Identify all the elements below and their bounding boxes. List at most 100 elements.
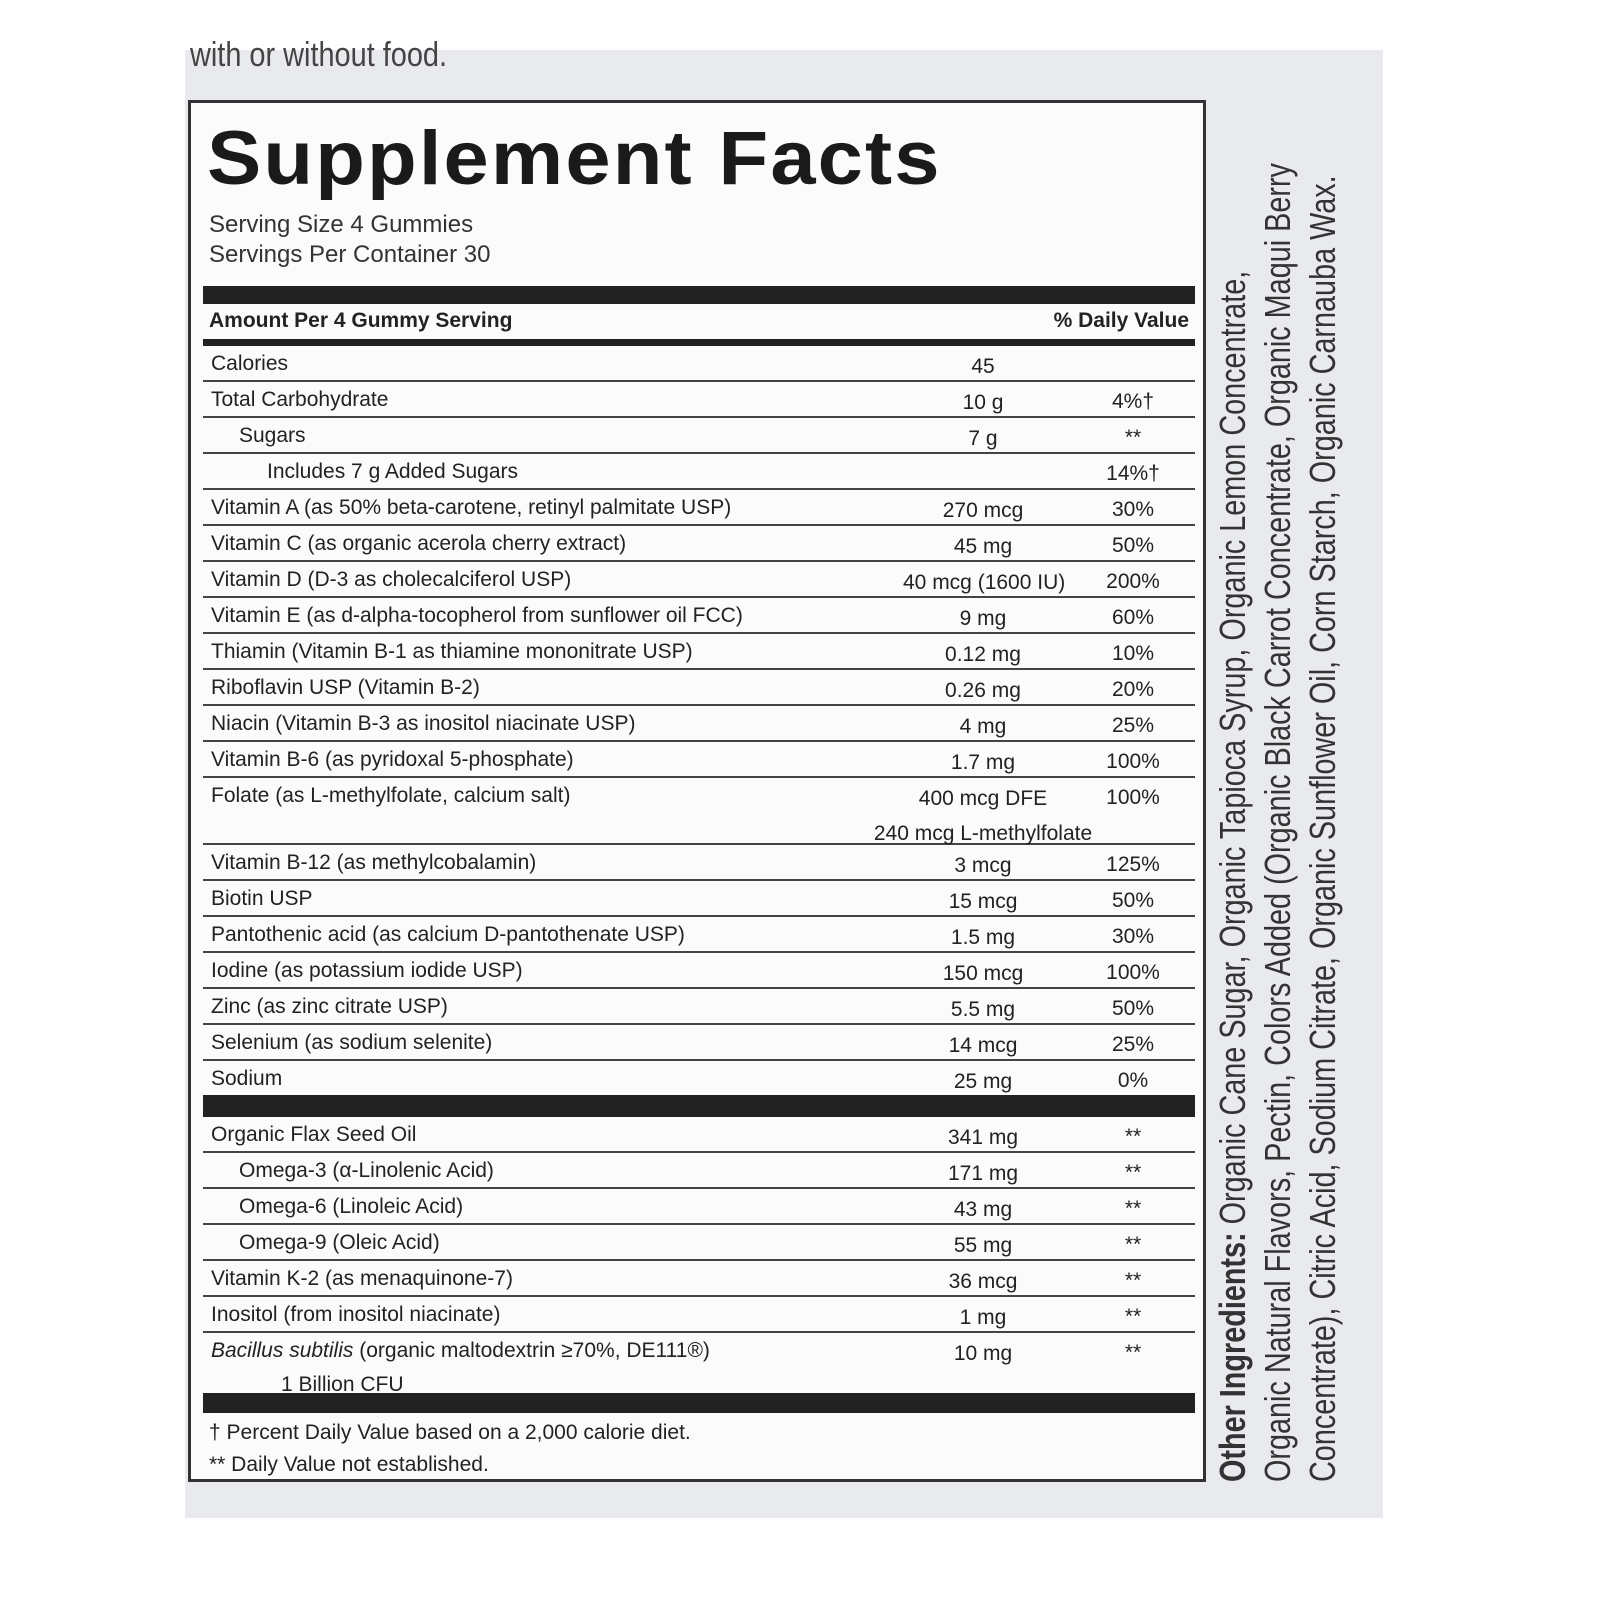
nutrient-dv: 100% <box>1106 750 1160 773</box>
nutrient-row: Vitamin K-2 (as menaquinone-7) 36 mcg ** <box>203 1261 1195 1297</box>
nutrient-amount: 10 mg <box>953 1342 1013 1365</box>
footnote-dv: † Percent Daily Value based on a 2,000 c… <box>209 1421 691 1444</box>
nutrient-amount: 270 mcg <box>942 499 1024 522</box>
nutrient-dv: 125% <box>1106 853 1160 876</box>
nutrient-name: Includes 7 g Added Sugars <box>267 460 519 483</box>
panel-title: Supplement Facts <box>207 116 942 201</box>
nutrient-amount: 43 mg <box>953 1198 1013 1221</box>
nutrient-amount: 36 mcg <box>948 1270 1018 1293</box>
nutrient-dv: 50% <box>1111 889 1155 912</box>
nutrient-amount: 3 mcg <box>954 854 1012 877</box>
nutrient-row: Zinc (as zinc citrate USP) 5.5 mg 50% <box>203 989 1195 1025</box>
nutrient-row: Iodine (as potassium iodide USP) 150 mcg 1… <box>203 953 1195 989</box>
nutrient-dv: ** <box>1124 1161 1142 1184</box>
nutrient-name: Iodine (as potassium iodide USP) <box>211 959 523 982</box>
nutrient-name: Calories <box>211 352 289 375</box>
nutrient-amount: 14 mcg <box>948 1034 1018 1057</box>
nutrient-dv: 0% <box>1117 1069 1149 1092</box>
nutrient-row: Vitamin A (as 50% beta-carotene, retinyl… <box>203 490 1195 526</box>
other-nutrient-rows: Organic Flax Seed Oil 341 mg ** Omega-3 (α-… <box>203 1117 1195 1396</box>
nutrient-amount: 0.12 mg <box>945 643 1021 666</box>
nutrient-name: Vitamin B-6 (as pyridoxal 5-phosphate) <box>211 748 574 771</box>
nutrient-name: Riboflavin USP (Vitamin B-2) <box>211 676 480 699</box>
nutrient-row: Vitamin C (as organic acerola cherry ext… <box>203 526 1195 562</box>
nutrient-amount: 7 g <box>968 427 998 450</box>
serving-size: Serving Size 4 Gummies <box>209 211 474 238</box>
nutrient-dv: 60% <box>1111 606 1155 629</box>
nutrient-row: Includes 7 g Added Sugars 14%† <box>203 454 1195 490</box>
nutrient-amount: 1.7 mg <box>950 751 1016 774</box>
nutrient-dv: ** <box>1124 426 1142 449</box>
nutrient-dv: 14%† <box>1106 462 1160 485</box>
amount-header: Amount Per 4 Gummy Serving <box>209 309 513 332</box>
divider-thick <box>203 286 1195 304</box>
nutrient-dv: ** <box>1124 1197 1142 1220</box>
nutrient-amount: 9 mg <box>959 607 1007 630</box>
nutrient-row: Sugars 7 g ** <box>203 418 1195 454</box>
nutrient-amount: 55 mg <box>953 1234 1013 1257</box>
nutrient-dv: 200% <box>1106 570 1160 593</box>
ingredients-line: Organic Natural Flavors, Pectin, Colors … <box>1257 163 1298 1482</box>
nutrient-row: Calories 45 <box>203 346 1195 382</box>
nutrient-dv: 50% <box>1111 534 1155 557</box>
nutrient-row: Vitamin E (as d-alpha-tocopherol from su… <box>203 598 1195 634</box>
nutrient-amount: 400 mcg DFE <box>918 787 1048 810</box>
nutrient-amount: 1 mg <box>959 1306 1007 1329</box>
nutrient-row: Inositol (from inositol niacinate) 1 mg ** <box>203 1297 1195 1333</box>
nutrient-dv: 100% <box>1106 961 1160 984</box>
nutrient-row: Biotin USP 15 mcg 50% <box>203 881 1195 917</box>
ingredients-line: Concentrate), Citric Acid, Sodium Citrat… <box>1302 175 1343 1482</box>
nutrient-row: Vitamin B-6 (as pyridoxal 5-phosphate) 1.… <box>203 742 1195 778</box>
supplement-facts-panel: Supplement Facts Serving Size 4 Gummies … <box>188 100 1206 1482</box>
nutrient-dv: 25% <box>1111 714 1155 737</box>
nutrient-name: Vitamin A (as 50% beta-carotene, retinyl… <box>211 496 732 519</box>
nutrient-row: Niacin (Vitamin B-3 as inositol niacinat… <box>203 706 1195 742</box>
nutrient-row: Vitamin B-12 (as methylcobalamin) 3 mcg 12… <box>203 845 1195 881</box>
nutrient-subname: 1 Billion CFU <box>281 1373 404 1396</box>
nutrient-row: Folate (as L-methylfolate, calcium salt)… <box>203 778 1195 845</box>
nutrient-amount-secondary: 240 mcg L-methylfolate <box>873 822 1093 845</box>
nutrient-row: Pantothenic acid (as calcium D-pantothen… <box>203 917 1195 953</box>
nutrient-dv: 25% <box>1111 1033 1155 1056</box>
nutrient-name: Omega-9 (Oleic Acid) <box>239 1231 440 1254</box>
nutrient-amount: 4 mg <box>959 715 1007 738</box>
nutrient-name: Selenium (as sodium selenite) <box>211 1031 493 1054</box>
nutrient-dv: ** <box>1124 1125 1142 1148</box>
nutrient-row: Riboflavin USP (Vitamin B-2) 0.26 mg 20% <box>203 670 1195 706</box>
nutrient-name: Organic Flax Seed Oil <box>211 1123 417 1146</box>
nutrient-amount: 5.5 mg <box>950 998 1016 1021</box>
nutrient-amount: 150 mcg <box>942 962 1024 985</box>
nutrient-dv: ** <box>1124 1269 1142 1292</box>
nutrient-amount: 10 g <box>962 391 1004 414</box>
nutrient-amount: 341 mg <box>947 1126 1019 1149</box>
divider-thick <box>203 1095 1195 1117</box>
nutrient-rows: Calories 45 Total Carbohydrate 10 g 4%† Sugar… <box>203 346 1195 1097</box>
nutrient-row: Organic Flax Seed Oil 341 mg ** <box>203 1117 1195 1153</box>
nutrient-amount: 171 mg <box>947 1162 1019 1185</box>
nutrient-name: Thiamin (Vitamin B-1 as thiamine mononit… <box>211 640 693 663</box>
nutrient-amount: 40 mcg (1600 IU) <box>903 571 1066 594</box>
nutrient-row: Omega-9 (Oleic Acid) 55 mg ** <box>203 1225 1195 1261</box>
ingredients-line: Other Ingredients: Organic Cane Sugar, O… <box>1212 270 1253 1482</box>
nutrient-dv: 4%† <box>1111 390 1155 413</box>
nutrient-amount: 15 mcg <box>948 890 1018 913</box>
other-ingredients: Other Ingredients: Organic Cane Sugar, O… <box>1210 58 1345 1482</box>
nutrient-name: Vitamin D (D-3 as cholecalciferol USP) <box>211 568 572 591</box>
divider-thick <box>203 1393 1195 1413</box>
nutrient-name: Vitamin C (as organic acerola cherry ext… <box>211 532 627 555</box>
nutrient-amount: 45 mg <box>953 535 1013 558</box>
nutrient-row: Sodium 25 mg 0% <box>203 1061 1195 1097</box>
nutrient-row: Thiamin (Vitamin B-1 as thiamine mononit… <box>203 634 1195 670</box>
nutrient-name: Folate (as L-methylfolate, calcium salt) <box>211 784 571 807</box>
nutrient-name: Vitamin B-12 (as methylcobalamin) <box>211 851 537 874</box>
nutrient-name: Sugars <box>239 424 306 447</box>
directions-text: with or without food. <box>190 36 448 74</box>
nutrient-amount: 1.5 mg <box>950 926 1016 949</box>
dv-header: % Daily Value <box>1053 309 1189 332</box>
column-header: Amount Per 4 Gummy Serving % Daily Value <box>209 309 1189 333</box>
nutrient-amount: 0.26 mg <box>945 679 1021 702</box>
nutrient-amount: 25 mg <box>953 1070 1013 1093</box>
servings-per-container: Servings Per Container 30 <box>209 241 491 268</box>
nutrient-name: Omega-6 (Linoleic Acid) <box>239 1195 464 1218</box>
nutrient-name: Pantothenic acid (as calcium D-pantothen… <box>211 923 685 946</box>
